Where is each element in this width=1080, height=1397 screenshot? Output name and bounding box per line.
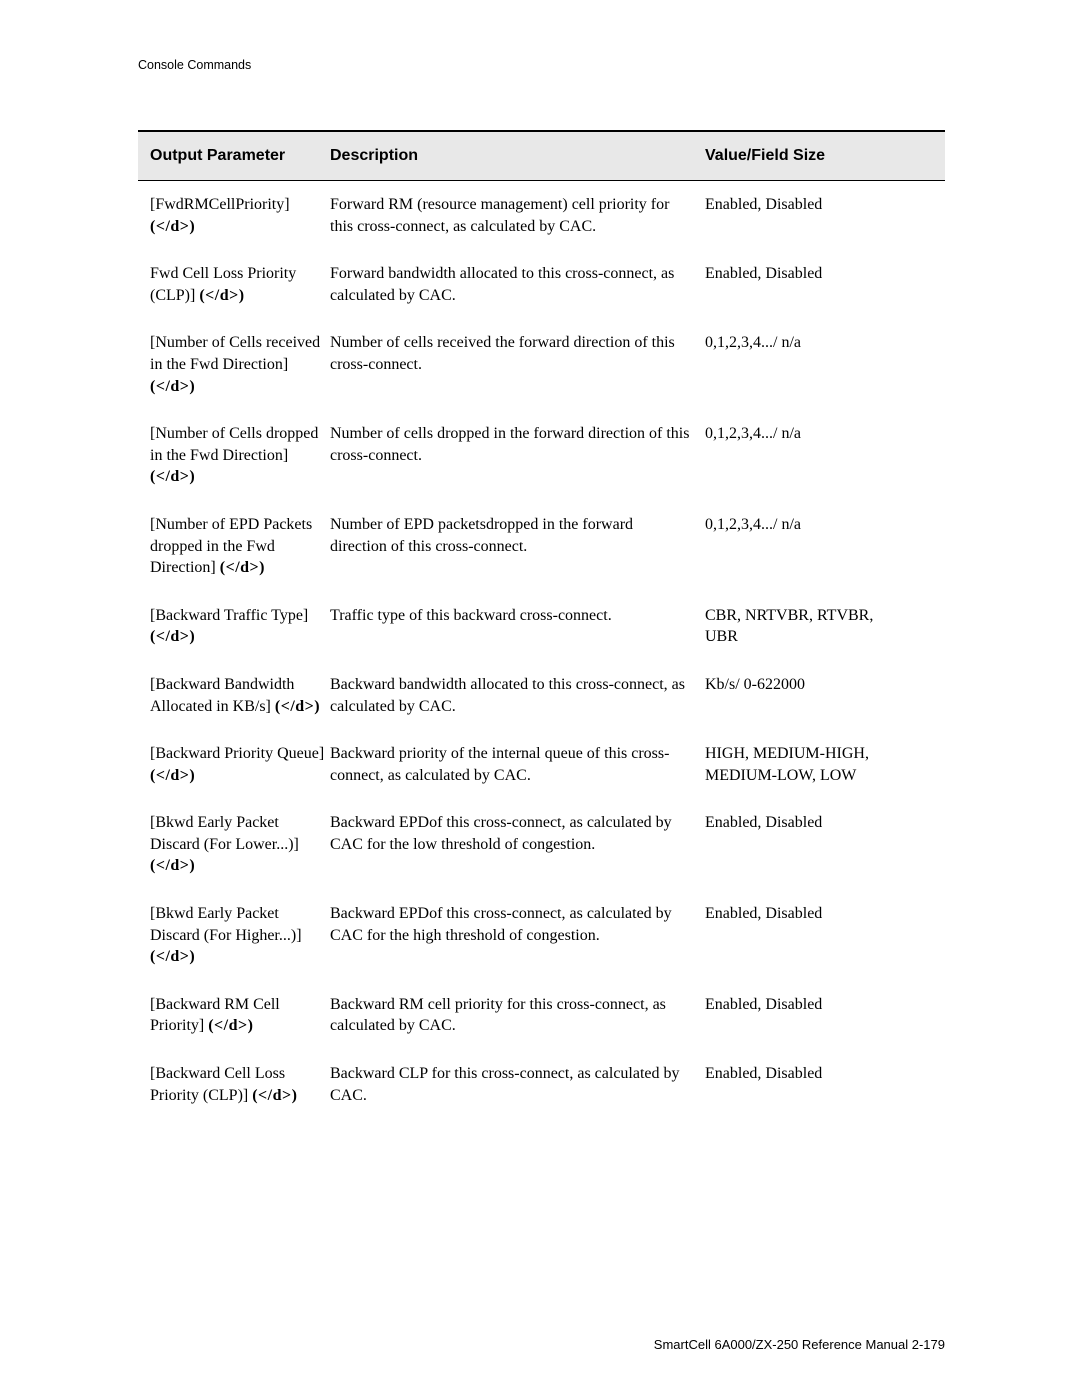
table-row: [Number of Cells dropped in the Fwd Dire… <box>138 410 945 501</box>
column-header-description: Description <box>330 147 705 165</box>
cell-description: Traffic type of this backward cross-conn… <box>330 605 705 648</box>
param-d-marker: (</d>) <box>150 767 195 784</box>
cell-value: 0,1,2,3,4.../ n/a <box>705 514 905 579</box>
param-d-marker: (</d>) <box>150 378 195 395</box>
cell-output-parameter: [FwdRMCellPriority] (</d>) <box>150 194 330 237</box>
param-d-marker: (</d>) <box>208 1017 253 1034</box>
column-header-value: Value/Field Size <box>705 147 905 165</box>
cell-value: CBR, NRTVBR, RTVBR, UBR <box>705 605 905 648</box>
table-row: [Backward Cell Loss Priority (CLP)] (</d… <box>138 1050 945 1119</box>
table-row: Fwd Cell Loss Priority (CLP)] (</d>)Forw… <box>138 250 945 319</box>
cell-description: Backward priority of the internal queue … <box>330 743 705 786</box>
param-d-marker: (</d>) <box>150 948 195 965</box>
cell-value: Enabled, Disabled <box>705 994 905 1037</box>
param-text: [Backward Bandwidth Allocated in KB/s] <box>150 676 294 715</box>
param-text: [Number of Cells dropped in the Fwd Dire… <box>150 425 318 464</box>
cell-description: Backward RM cell priority for this cross… <box>330 994 705 1037</box>
table-row: [Backward RM Cell Priority] (</d>)Backwa… <box>138 981 945 1050</box>
param-d-marker: (</d>) <box>150 218 195 235</box>
param-d-marker: (</d>) <box>150 857 195 874</box>
param-d-marker: (</d>) <box>150 628 195 645</box>
cell-description: Backward EPDof this cross-connect, as ca… <box>330 812 705 877</box>
param-text: [FwdRMCellPriority] <box>150 196 290 213</box>
param-text: [Backward Traffic Type] <box>150 607 308 624</box>
param-d-marker: (</d>) <box>220 559 265 576</box>
param-d-marker: (</d>) <box>252 1087 297 1104</box>
cell-value: Enabled, Disabled <box>705 194 905 237</box>
param-d-marker: (</d>) <box>199 287 244 304</box>
cell-output-parameter: [Bkwd Early Packet Discard (For Higher..… <box>150 903 330 968</box>
param-text: [Bkwd Early Packet Discard (For Lower...… <box>150 814 299 853</box>
header-label: Console Commands <box>138 58 945 72</box>
param-text: [Bkwd Early Packet Discard (For Higher..… <box>150 905 302 944</box>
cell-description: Backward bandwidth allocated to this cro… <box>330 674 705 717</box>
table-row: [Bkwd Early Packet Discard (For Lower...… <box>138 799 945 890</box>
cell-output-parameter: [Backward Traffic Type] (</d>) <box>150 605 330 648</box>
table-row: [FwdRMCellPriority] (</d>)Forward RM (re… <box>138 181 945 250</box>
cell-value: HIGH, MEDIUM-HIGH, MEDIUM-LOW, LOW <box>705 743 905 786</box>
table-row: [Backward Priority Queue] (</d>)Backward… <box>138 730 945 799</box>
table-row: [Backward Bandwidth Allocated in KB/s] (… <box>138 661 945 730</box>
cell-output-parameter: [Bkwd Early Packet Discard (For Lower...… <box>150 812 330 877</box>
cell-value: Enabled, Disabled <box>705 263 905 306</box>
cell-output-parameter: [Backward Cell Loss Priority (CLP)] (</d… <box>150 1063 330 1106</box>
cell-value: 0,1,2,3,4.../ n/a <box>705 332 905 397</box>
cell-description: Forward bandwidth allocated to this cros… <box>330 263 705 306</box>
cell-output-parameter: [Number of Cells received in the Fwd Dir… <box>150 332 330 397</box>
param-d-marker: (</d>) <box>150 468 195 485</box>
table-row: [Number of Cells received in the Fwd Dir… <box>138 319 945 410</box>
param-text: [Backward Priority Queue] <box>150 745 324 762</box>
cell-description: Number of EPD packetsdropped in the forw… <box>330 514 705 579</box>
cell-value: Enabled, Disabled <box>705 1063 905 1106</box>
cell-description: Number of cells dropped in the forward d… <box>330 423 705 488</box>
cell-output-parameter: [Number of EPD Packets dropped in the Fw… <box>150 514 330 579</box>
column-header-parameter: Output Parameter <box>150 147 330 165</box>
cell-description: Number of cells received the forward dir… <box>330 332 705 397</box>
cell-value: Enabled, Disabled <box>705 903 905 968</box>
table-row: [Backward Traffic Type] (</d>)Traffic ty… <box>138 592 945 661</box>
cell-output-parameter: [Number of Cells dropped in the Fwd Dire… <box>150 423 330 488</box>
cell-description: Forward RM (resource management) cell pr… <box>330 194 705 237</box>
output-parameter-table: Output Parameter Description Value/Field… <box>138 130 945 1119</box>
cell-value: 0,1,2,3,4.../ n/a <box>705 423 905 488</box>
cell-value: Kb/s/ 0-622000 <box>705 674 905 717</box>
param-text: [Number of Cells received in the Fwd Dir… <box>150 334 320 373</box>
cell-output-parameter: [Backward Bandwidth Allocated in KB/s] (… <box>150 674 330 717</box>
table-header-row: Output Parameter Description Value/Field… <box>138 132 945 181</box>
cell-description: Backward CLP for this cross-connect, as … <box>330 1063 705 1106</box>
cell-output-parameter: [Backward Priority Queue] (</d>) <box>150 743 330 786</box>
cell-output-parameter: [Backward RM Cell Priority] (</d>) <box>150 994 330 1037</box>
cell-output-parameter: Fwd Cell Loss Priority (CLP)] (</d>) <box>150 263 330 306</box>
cell-value: Enabled, Disabled <box>705 812 905 877</box>
table-row: [Bkwd Early Packet Discard (For Higher..… <box>138 890 945 981</box>
table-row: [Number of EPD Packets dropped in the Fw… <box>138 501 945 592</box>
cell-description: Backward EPDof this cross-connect, as ca… <box>330 903 705 968</box>
table-body: [FwdRMCellPriority] (</d>)Forward RM (re… <box>138 181 945 1119</box>
page-footer: SmartCell 6A000/ZX-250 Reference Manual … <box>654 1337 945 1352</box>
param-d-marker: (</d>) <box>275 698 320 715</box>
page: Console Commands Output Parameter Descri… <box>0 0 1080 1397</box>
